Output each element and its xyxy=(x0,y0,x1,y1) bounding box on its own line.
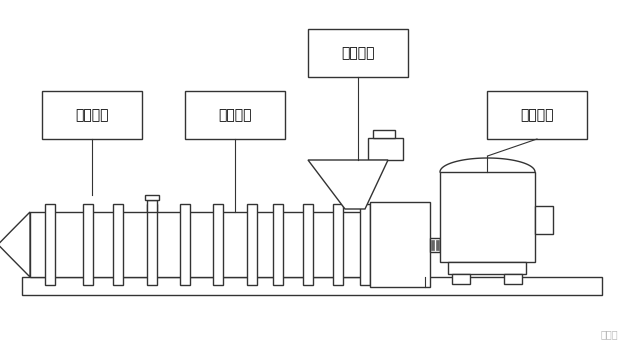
Bar xyxy=(535,206,553,234)
Text: 链塑网: 链塑网 xyxy=(600,329,618,339)
Bar xyxy=(504,274,522,284)
Bar xyxy=(22,277,602,295)
Bar xyxy=(436,240,439,250)
Bar xyxy=(180,204,190,285)
Text: 驱动系统: 驱动系统 xyxy=(520,108,554,122)
Bar xyxy=(452,274,470,284)
Bar xyxy=(213,204,223,285)
Bar xyxy=(308,29,408,77)
Bar xyxy=(487,91,587,139)
Bar xyxy=(373,130,395,138)
Bar xyxy=(42,91,142,139)
Text: 喂料系统: 喂料系统 xyxy=(341,46,375,60)
Bar xyxy=(147,200,157,212)
Bar xyxy=(431,240,434,250)
Bar xyxy=(430,238,440,252)
Bar xyxy=(449,262,527,274)
Bar xyxy=(45,204,55,285)
Bar xyxy=(360,204,370,285)
Polygon shape xyxy=(308,160,388,209)
Bar xyxy=(247,204,257,285)
Bar xyxy=(440,172,535,262)
Bar xyxy=(368,138,403,160)
Bar xyxy=(83,204,93,285)
Bar xyxy=(147,204,157,285)
Polygon shape xyxy=(0,212,30,277)
Bar xyxy=(30,212,370,277)
Bar xyxy=(370,202,430,287)
Text: 真空系统: 真空系统 xyxy=(76,108,109,122)
Text: 温控系统: 温控系统 xyxy=(218,108,252,122)
Bar xyxy=(333,204,343,285)
Bar xyxy=(113,204,123,285)
Bar xyxy=(273,204,283,285)
Bar xyxy=(185,91,285,139)
Bar xyxy=(303,204,313,285)
Bar xyxy=(145,195,159,200)
